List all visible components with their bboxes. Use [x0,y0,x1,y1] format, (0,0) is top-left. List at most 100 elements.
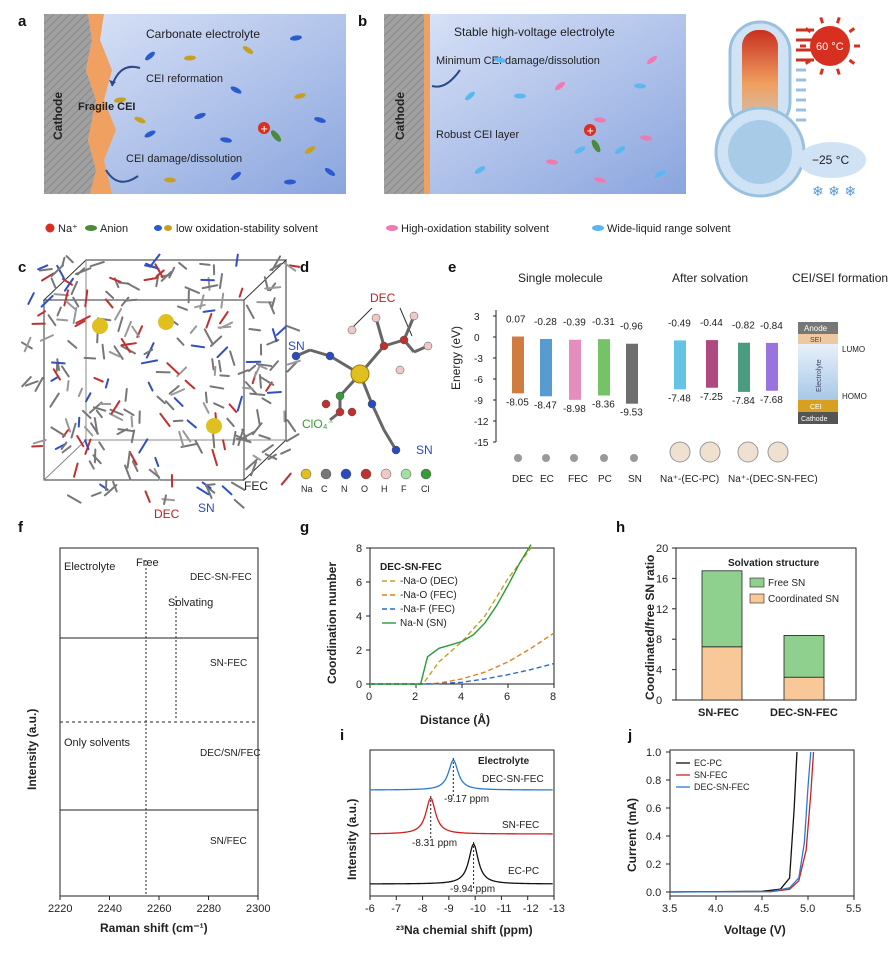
anion-legend-swatch [85,225,97,231]
bond-stick [40,294,54,308]
atom [347,325,357,335]
j-xtick-label: 4.0 [708,903,723,915]
f-free: Free [136,557,159,569]
na-ion [258,122,270,134]
h-ytick-label: 8 [656,634,662,646]
c-sn-label: SN [198,501,215,515]
solvent-molecule [646,55,658,65]
bond-stick [235,253,239,267]
e-ytick-label: -12 [474,417,489,428]
atom [325,351,335,361]
bond-stick [219,374,230,377]
sun-ray [848,58,856,65]
bond-stick [269,262,283,272]
atom-legend-swatch [340,468,352,480]
bond-stick [245,458,258,471]
bond-stick [252,454,262,461]
legend-na: Na⁺ [58,223,78,235]
molecule-sketch [600,454,608,462]
bond-stick [131,460,139,472]
j-ytick-label: 0.8 [646,775,661,787]
g-series-line [370,544,532,685]
solvent-molecule [594,117,606,123]
c-fec-label: FEC [244,479,268,493]
f-xtick-label: 2240 [98,903,122,915]
na-atom-2 [158,314,174,330]
solvent-molecule [314,117,326,123]
f-xtick-label: 2260 [147,903,171,915]
f-trace-label-2: DEC/SN/FEC [200,748,261,759]
panel-label-i: i [340,727,344,744]
complex-label: Na⁺-(DEC-SN-FEC) [728,474,818,485]
bond-stick [50,361,66,365]
bond-stick [154,263,164,279]
bond-stick [218,359,222,373]
i-xlabel: ²³Na chemial shift (ppm) [396,923,533,937]
bond-stick [72,296,80,308]
solvent-molecule [114,97,126,103]
j-ytick-label: 1.0 [646,747,661,759]
legend-anion: Anion [100,223,128,235]
h-category-label: DEC-SN-FEC [770,707,838,719]
stack-anode: Anode [804,324,828,333]
j-series-lines [669,751,815,893]
robust-cei-label: Robust CEI layer [436,129,519,141]
g-ytick-label: 6 [356,577,362,589]
panel-f: f Electrolyte Free Solvating Only solven… [18,519,270,935]
solvent-molecule [654,170,666,178]
bond-stick [212,432,216,449]
solvent-molecule [144,130,156,138]
bond-stick [280,472,292,486]
solvent-molecule [194,112,206,120]
h-category-label: SN-FEC [698,707,739,719]
bond-stick [264,286,282,290]
bond-stick [63,289,70,307]
bond-stick [190,344,206,349]
arrow-head [109,80,116,86]
bond-stick [130,429,136,444]
i-ylabel: Intensity (a.u.) [345,799,359,880]
j-ytick-label: 0.4 [646,831,661,843]
cei-layer [86,14,116,194]
solvent-molecules-b [465,55,666,183]
thermometer-bulb-inner [728,120,792,184]
solvent-molecule [284,179,296,185]
atom [335,391,345,401]
high-ox-swatch [386,225,398,231]
i-xtick-label: -10 [470,903,486,915]
bond-stick [235,437,251,443]
i-xtick-label: -11 [496,903,511,915]
bond-stick [47,314,57,327]
solvent-molecule [594,177,606,183]
i-xtick-label: -13 [549,903,565,915]
bond [374,317,386,347]
bond-stick [258,373,262,389]
na-ion-b [584,124,596,136]
anode-block [798,322,838,334]
bond-stick [237,369,249,375]
bond-stick [138,438,149,454]
j-legend-label: EC-PC [694,758,723,768]
j-legend-label: SN-FEC [694,770,728,780]
f-only-solvents: Only solvents [64,737,131,749]
legend-ab: Na⁺ Anion low oxidation-stability solven… [45,223,731,235]
i-xtick-label: -6 [365,903,375,915]
bond-stick [285,433,300,443]
legend-low-ox: low oxidation-stability solvent [176,223,318,235]
atom-legend-swatch [300,468,312,480]
g-ytick-label: 8 [356,543,362,555]
f-trace-label-3: SN/FEC [210,836,247,847]
d-clo4-label: ClO₄⁻ [302,417,334,431]
i-xtick-label: -7 [391,903,401,915]
g-xtick-label: 2 [412,691,418,703]
bond-stick [205,312,213,329]
bond-stick [176,305,188,311]
energy-bar [512,336,524,394]
atom-legend-label: C [321,484,328,494]
i-peak-label-1: -8.31 ppm [412,838,457,849]
solvent-molecule [231,171,241,181]
bond-stick [56,318,69,322]
bond-stick [229,350,236,366]
wide-swatch [592,225,604,231]
nmr-trace [369,759,553,791]
